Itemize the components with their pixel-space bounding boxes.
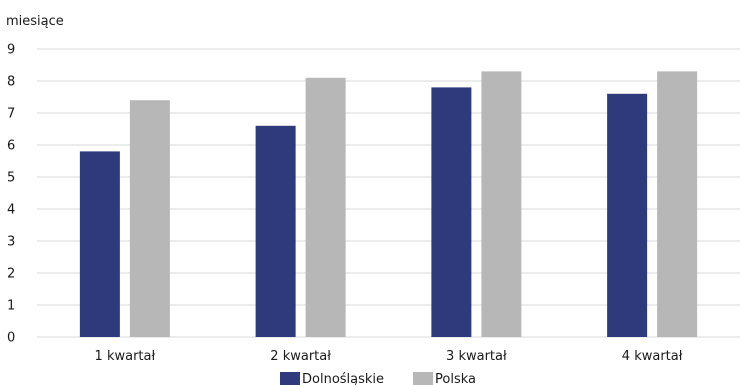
x-tick-label: 1 kwartał	[95, 349, 156, 364]
bar-polska-1	[129, 100, 170, 337]
y-tick-label: 6	[7, 139, 15, 154]
y-tick-label: 9	[7, 43, 15, 58]
y-tick-label: 4	[7, 203, 15, 218]
bar-polska-2	[305, 77, 346, 338]
bar-dolnoslaskie-3	[431, 87, 472, 338]
bar-dolnoslaskie-2	[255, 125, 296, 337]
y-tick-label: 5	[7, 171, 15, 186]
x-tick-label: 3 kwartał	[446, 349, 507, 364]
x-tick-labels: 1 kwartał 2 kwartał 3 kwartał 4 kwartał	[95, 349, 683, 364]
legend-swatch-polska	[413, 372, 433, 385]
x-tick-label: 2 kwartał	[270, 349, 331, 364]
legend-swatch-dolnoslaskie	[280, 372, 300, 385]
y-tick-label: 2	[7, 267, 15, 282]
legend: Dolnośląskie Polska	[280, 372, 476, 385]
y-tick-label: 7	[7, 107, 15, 122]
y-tick-label: 3	[7, 235, 15, 250]
bar-polska-3	[481, 71, 522, 338]
bar-polska-4	[657, 71, 698, 338]
x-tick-label: 4 kwartał	[622, 349, 683, 364]
y-tick-label: 0	[7, 331, 15, 346]
y-tick-labels: 0 1 2 3 4 5 6 7 8 9	[7, 43, 15, 346]
y-axis-unit-label: miesiące	[6, 14, 64, 29]
bar-dolnoslaskie-4	[607, 93, 648, 337]
y-tick-label: 1	[7, 299, 15, 314]
legend-label-polska: Polska	[435, 372, 476, 385]
bar-dolnoslaskie-1	[79, 151, 120, 337]
bars	[79, 71, 698, 338]
y-tick-label: 8	[7, 75, 15, 90]
legend-label-dolnoslaskie: Dolnośląskie	[302, 372, 384, 385]
